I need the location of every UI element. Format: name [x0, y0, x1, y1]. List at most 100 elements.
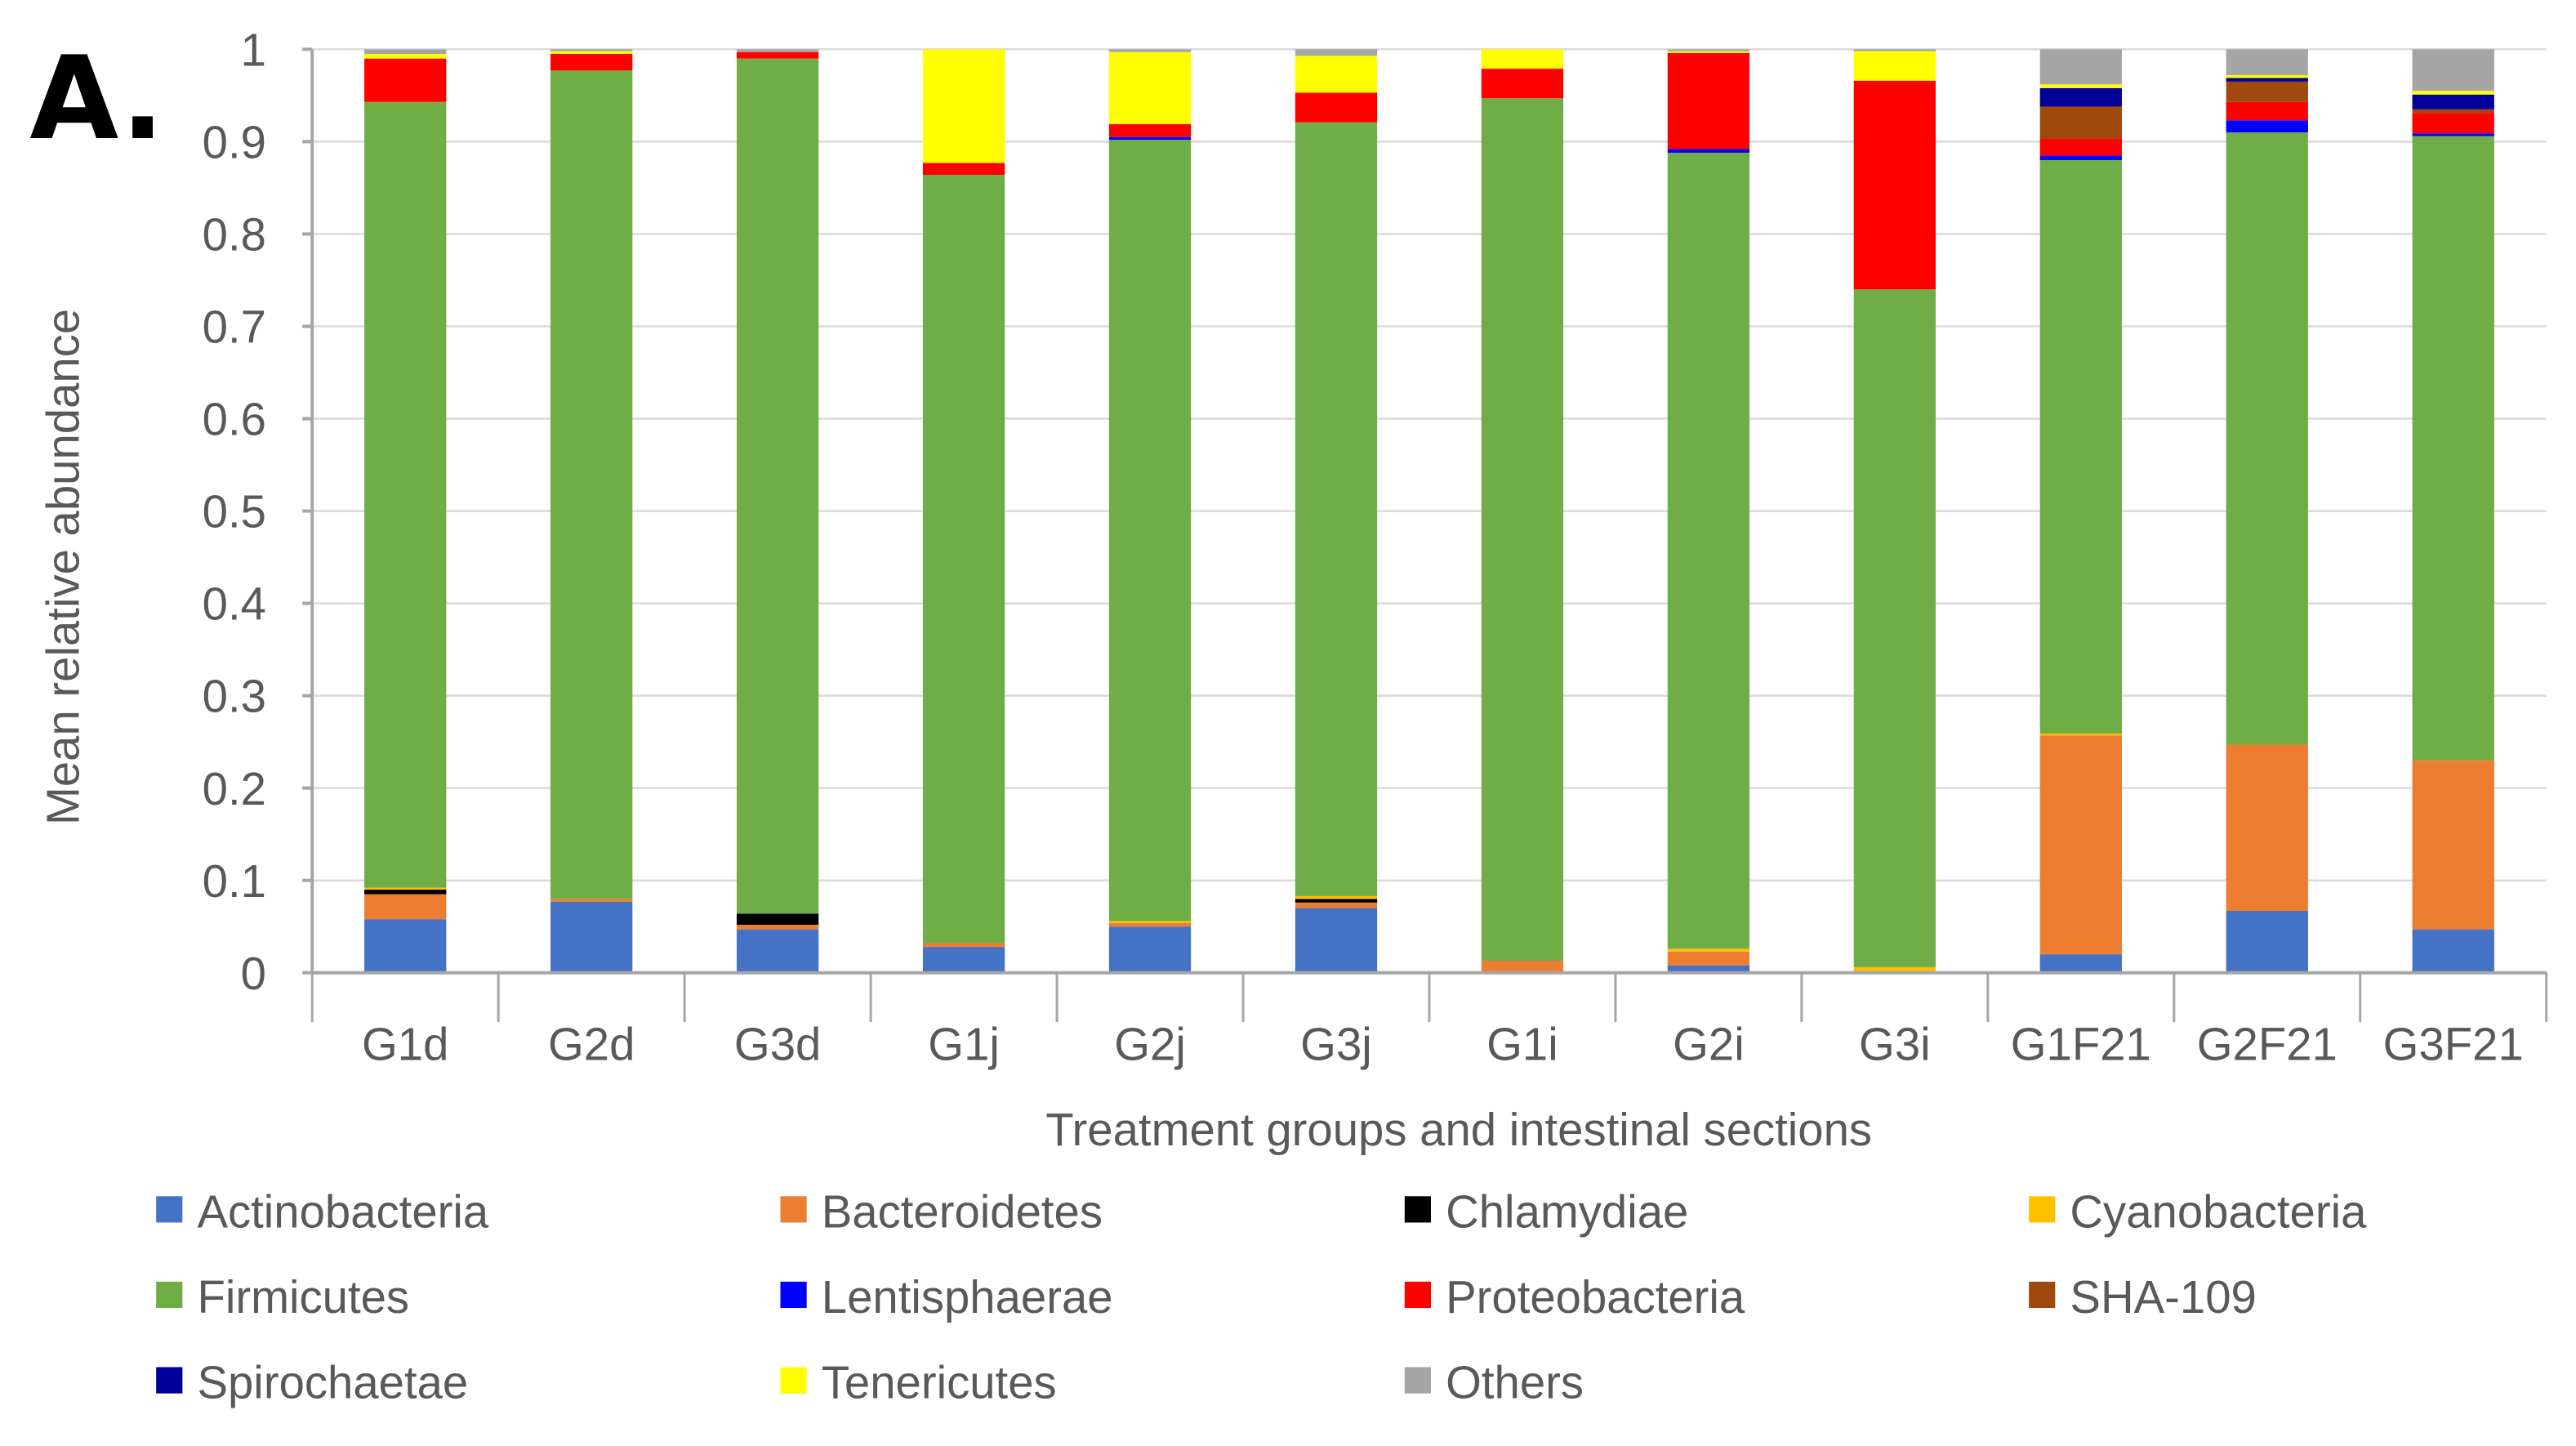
bar-segment-others: [2226, 49, 2308, 75]
legend-item: Lentisphaerae: [780, 1271, 1113, 1323]
bar-segment-tenericutes: [1295, 56, 1378, 93]
legend-swatch: [780, 1367, 807, 1394]
bar-segment-actinobacteria: [922, 947, 1005, 973]
bar-segment-firmicutes: [1295, 122, 1378, 896]
bar-segment-firmicutes: [1481, 98, 1564, 962]
bar-segment-actinobacteria: [2226, 910, 2308, 973]
legend-label: Spirochaetae: [197, 1357, 468, 1408]
bar-segment-others: [1108, 49, 1192, 52]
x-tick-label: G1F21: [2011, 1018, 2151, 1069]
bar-segment-proteobacteria: [2412, 113, 2494, 134]
x-tick-label: G3j: [1300, 1018, 1372, 1069]
bar-segment-actinobacteria: [1667, 965, 1750, 973]
panel-label: A.: [29, 32, 164, 166]
x-tick-label: G1j: [928, 1018, 1000, 1069]
bar-segment-proteobacteria: [550, 53, 633, 71]
bar-segment-chlamydiae: [736, 913, 819, 925]
legend-item: Bacteroidetes: [780, 1185, 1103, 1237]
bar-segment-proteobacteria: [1667, 52, 1750, 150]
y-tick-label: 1: [241, 24, 266, 75]
legend-item: Tenericutes: [780, 1357, 1057, 1408]
bar-segment-lentisphaerae: [1108, 136, 1192, 141]
bar-segment-proteobacteria: [2226, 101, 2308, 121]
legend-swatch: [156, 1196, 183, 1223]
bar-segment-tenericutes: [2226, 74, 2308, 78]
bar-segment-cyanobacteria: [1667, 948, 1750, 952]
y-axis-label: Mean relative abundance: [38, 309, 89, 825]
bar-segment-bacteroidetes: [2412, 760, 2494, 930]
bar-segment-tenericutes: [1481, 49, 1564, 69]
x-tick-label: G3i: [1859, 1018, 1931, 1069]
bar-segment-spirochaetae: [2039, 87, 2122, 107]
legend-label: Chlamydiae: [1446, 1185, 1688, 1237]
bar-segment-bacteroidetes: [1295, 902, 1378, 908]
bar-segment-actinobacteria: [364, 919, 447, 973]
bar-segment-lentisphaerae: [1667, 149, 1750, 153]
bar-segment-proteobacteria: [2039, 138, 2122, 156]
bar-segment-firmicutes: [2226, 132, 2308, 745]
bars: [364, 49, 2494, 973]
bar-segment-firmicutes: [364, 101, 447, 888]
bar-segment-bacteroidetes: [736, 924, 819, 930]
legend-label: Firmicutes: [197, 1271, 409, 1323]
bar-segment-proteobacteria: [736, 51, 819, 59]
legend: Actinobacteria Bacteroidetes Chlamydiae Cya…: [156, 1185, 2367, 1408]
bar-segment-others: [1667, 49, 1750, 51]
legend-item: Actinobacteria: [156, 1185, 489, 1237]
bar-segment-proteobacteria: [364, 58, 447, 102]
gridlines: [312, 48, 2547, 881]
bar-segment-firmicutes: [1853, 289, 1936, 967]
legend-swatch: [156, 1281, 183, 1309]
y-tick-label: 0.5: [203, 486, 266, 538]
bar-segment-spirochaetae: [2412, 94, 2494, 109]
x-tick-label: G2F21: [2197, 1018, 2338, 1069]
legend-label: Actinobacteria: [197, 1185, 488, 1237]
legend-item: Others: [1404, 1357, 1584, 1408]
axes: 0 0.1 0.2 0.3 0.4 0.5 0.6 0.7 0.8 0.9 1 G1d G2d G3d G1…: [203, 24, 2548, 1069]
y-tick-label: 0.8: [203, 209, 266, 261]
bar-segment-others: [2412, 49, 2494, 91]
bar-segment-bacteroidetes: [1481, 961, 1564, 973]
bar-segment-others: [1853, 49, 1936, 51]
bar-segment-bacteroidetes: [922, 943, 1005, 948]
bar-segment-firmicutes: [736, 58, 819, 914]
bar-segment-tenericutes: [1108, 51, 1192, 124]
y-tick-label: 0.3: [203, 671, 266, 722]
bar-segment-proteobacteria: [1481, 69, 1564, 99]
legend-item: Firmicutes: [156, 1271, 409, 1323]
bar-segment-tenericutes: [2039, 84, 2122, 88]
bar-segment-bacteroidetes: [550, 899, 633, 902]
bar-segment-lentisphaerae: [2412, 133, 2494, 136]
bar-segment-actinobacteria: [736, 929, 819, 973]
bar-segment-bacteroidetes: [364, 894, 447, 920]
bar-segment-cyanobacteria: [2039, 733, 2122, 736]
bar-segment-tenericutes: [364, 53, 447, 59]
bar-segment-spirochaetae: [2226, 78, 2308, 82]
y-tick-label: 0.9: [203, 116, 266, 167]
bar-segment-proteobacteria: [1853, 80, 1936, 290]
x-tick-label: G2j: [1114, 1018, 1186, 1069]
bar-segment-others: [1295, 49, 1378, 56]
bar-segment-actinobacteria: [1108, 926, 1192, 973]
bar-segment-proteobacteria: [922, 163, 1005, 176]
bar-segment-tenericutes: [2412, 91, 2494, 95]
bar-segment-tenericutes: [1853, 51, 1936, 81]
bar-segment-others: [550, 49, 633, 51]
bar-segment-firmicutes: [1108, 140, 1192, 922]
bar-segment-firmicutes: [1667, 152, 1750, 949]
legend-label: Others: [1446, 1357, 1584, 1408]
bar-segment-cyanobacteria: [1295, 895, 1378, 899]
bar-segment-cyanobacteria: [1853, 966, 1936, 973]
legend-swatch: [780, 1196, 807, 1223]
legend-swatch: [1404, 1281, 1431, 1309]
bar-segment-lentisphaerae: [2226, 120, 2308, 133]
bar-segment-sha-109: [2412, 109, 2494, 114]
legend-swatch: [2029, 1281, 2056, 1309]
bar-segment-others: [364, 49, 447, 54]
legend-label: Lentisphaerae: [822, 1271, 1113, 1323]
legend-label: SHA-109: [2070, 1271, 2256, 1323]
bar-segment-actinobacteria: [550, 901, 633, 973]
legend-item: Cyanobacteria: [2029, 1185, 2367, 1237]
